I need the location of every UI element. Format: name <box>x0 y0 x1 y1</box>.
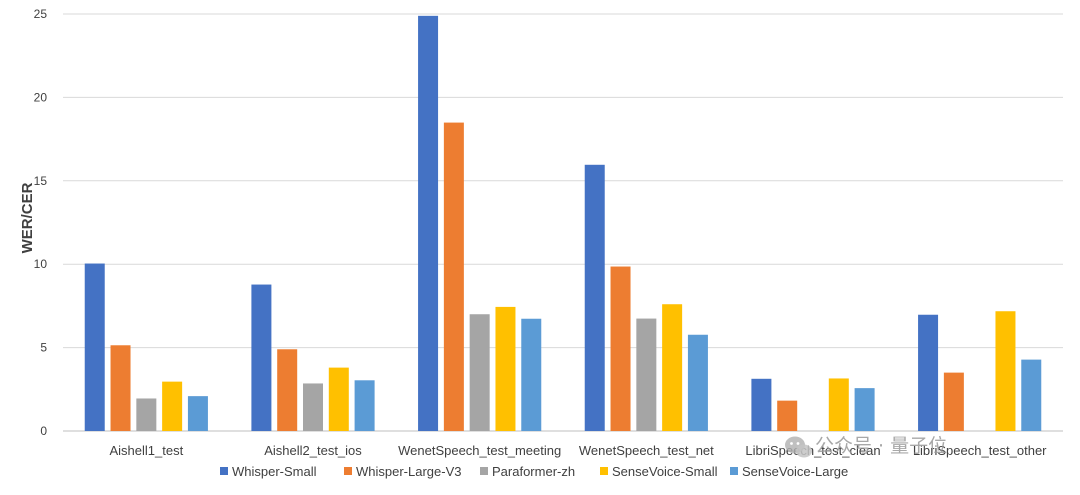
legend-swatch <box>600 467 608 475</box>
bar-whisper-small-2 <box>418 15 439 431</box>
bar-whisper-large-v3-3 <box>610 266 631 431</box>
bar-whisper-large-v3-5 <box>943 372 964 431</box>
legend-item: Paraformer-zh <box>480 464 575 479</box>
legend-swatch <box>344 467 352 475</box>
category-label: Aishell2_test_ios <box>264 443 362 458</box>
legend-swatch <box>480 467 488 475</box>
legend-item: Whisper-Large-V3 <box>344 464 462 479</box>
category-label: Aishell1_test <box>109 443 183 458</box>
y-tick-label: 20 <box>34 90 48 104</box>
bar-paraformer-zh-0 <box>136 398 157 431</box>
legend-label: SenseVoice-Small <box>612 464 718 479</box>
bar-whisper-large-v3-4 <box>777 400 798 431</box>
wechat-icon <box>785 436 812 458</box>
category-label: LibriSpeech_test_clean <box>745 443 880 458</box>
legend-label: Whisper-Small <box>232 464 317 479</box>
bar-sensevoice-large-0 <box>187 396 208 431</box>
y-tick-label: 10 <box>34 257 48 271</box>
y-tick-labels: 0 5 10 15 20 25 <box>34 7 48 438</box>
gridlines <box>63 13 1063 432</box>
legend: Whisper-Small Whisper-Large-V3 Paraformer-… <box>220 464 848 479</box>
category-labels: Aishell1_test Aishell2_test_ios WenetSpeec… <box>109 443 1047 458</box>
y-tick-label: 25 <box>34 7 48 21</box>
bar-sensevoice-small-2 <box>495 306 516 431</box>
bar-whisper-small-4 <box>751 378 772 431</box>
bar-sensevoice-large-2 <box>521 318 542 431</box>
legend-label: Whisper-Large-V3 <box>356 464 462 479</box>
category-label: WenetSpeech_test_net <box>579 443 714 458</box>
bar-whisper-large-v3-2 <box>443 122 464 432</box>
legend-item: SenseVoice-Large <box>730 464 848 479</box>
bar-whisper-small-1 <box>251 284 272 431</box>
bar-paraformer-zh-2 <box>469 314 490 431</box>
bar-sensevoice-small-5 <box>995 311 1016 431</box>
bar-whisper-large-v3-1 <box>277 349 298 431</box>
legend-label: SenseVoice-Large <box>742 464 848 479</box>
bar-paraformer-zh-1 <box>303 383 323 431</box>
legend-swatch <box>730 467 738 475</box>
watermark: 公众号 · 量子位 <box>785 435 947 458</box>
legend-swatch <box>220 467 228 475</box>
y-axis-label: WER/CER <box>19 182 36 253</box>
legend-item: SenseVoice-Small <box>600 464 718 479</box>
bar-whisper-small-5 <box>918 314 939 431</box>
bar-sensevoice-small-3 <box>662 304 683 431</box>
bar-sensevoice-large-3 <box>687 334 708 431</box>
bar-whisper-small-3 <box>584 164 605 431</box>
bar-sensevoice-large-4 <box>854 388 875 431</box>
legend-label: Paraformer-zh <box>492 464 575 479</box>
y-tick-label: 15 <box>34 174 48 188</box>
bar-whisper-large-v3-0 <box>110 345 131 431</box>
category-label: LibriSpeech_test_other <box>913 443 1047 458</box>
bar-sensevoice-small-1 <box>328 367 349 431</box>
bar-sensevoice-large-1 <box>354 380 375 431</box>
category-label: WenetSpeech_test_meeting <box>398 443 561 458</box>
bar-sensevoice-small-0 <box>162 381 183 431</box>
legend-item: Whisper-Small <box>220 464 317 479</box>
bar-whisper-small-0 <box>84 263 105 431</box>
y-tick-label: 5 <box>40 341 47 355</box>
bar-paraformer-zh-3 <box>636 318 657 431</box>
bar-sensevoice-small-4 <box>828 378 849 431</box>
bar-sensevoice-large-5 <box>1021 359 1042 431</box>
y-tick-label: 0 <box>40 424 47 438</box>
watermark-text: 公众号 · 量子位 <box>815 435 947 457</box>
bars <box>84 15 1042 432</box>
